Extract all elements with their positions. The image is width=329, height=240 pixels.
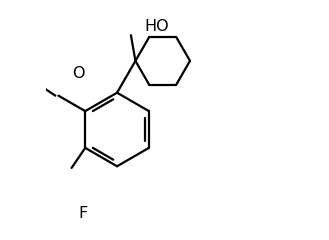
Text: O: O: [72, 66, 84, 81]
Text: HO: HO: [144, 19, 169, 34]
Text: F: F: [78, 206, 87, 221]
